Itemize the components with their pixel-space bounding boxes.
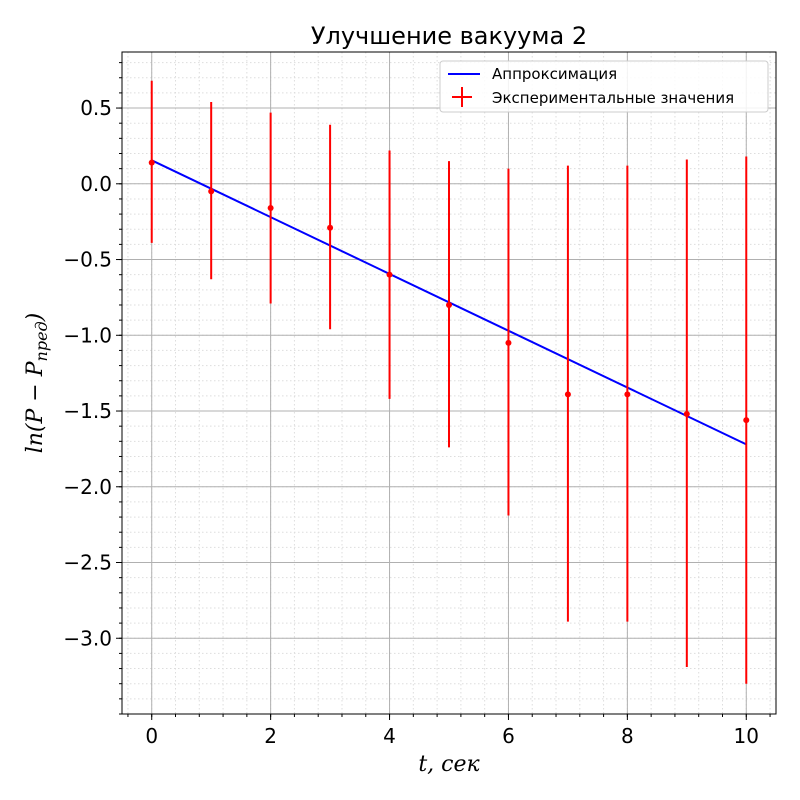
legend-box — [439, 60, 769, 113]
y-tick-label: −3.0 — [63, 626, 112, 650]
axis-ticks: 0 2 4 6 8 10 0.5 0.0 −0.5 −1.0 −1.5 −2.0 −2.5 −3.0 — [63, 62, 771, 748]
y-tick-label: −0.5 — [63, 248, 112, 272]
data-point — [564, 391, 571, 398]
data-point — [683, 411, 690, 418]
y-tick-label: −2.0 — [63, 475, 112, 499]
x-tick-label: 10 — [734, 724, 759, 748]
y-tick-label: −1.5 — [63, 399, 112, 423]
x-axis-label: t, сек — [418, 752, 480, 777]
y-tick-label: −2.5 — [63, 551, 112, 575]
x-tick-label: 4 — [383, 724, 396, 748]
data-point — [743, 417, 750, 424]
data-point — [624, 391, 631, 398]
y-tick-label: 0.5 — [80, 96, 112, 120]
data-point — [208, 188, 215, 195]
y-axis-label-suffix: ) — [23, 313, 48, 323]
data-point — [267, 205, 274, 212]
y-axis-label: ln(P − Pпред) — [23, 313, 51, 454]
data-point — [386, 271, 393, 278]
legend-label-experimental: Экспериментальные значения — [492, 89, 734, 107]
y-tick-label: 0.0 — [80, 172, 112, 196]
chart-title: Улучшение вакуума 2 — [311, 22, 587, 50]
data-point — [505, 339, 512, 346]
legend-label-fit: Аппроксимация — [492, 65, 617, 83]
x-tick-label: 2 — [264, 724, 277, 748]
y-axis-label-subscript: пред — [32, 321, 51, 361]
plot-frame — [121, 51, 777, 715]
y-tick-label: −1.0 — [63, 323, 112, 347]
x-tick-label: 8 — [621, 724, 634, 748]
data-point — [148, 159, 155, 166]
x-tick-label: 6 — [502, 724, 515, 748]
data-point — [327, 224, 334, 231]
data-point — [446, 301, 452, 308]
x-tick-label: 0 — [145, 724, 158, 748]
series-layer — [148, 80, 750, 684]
y-axis-label-main: ln(P − P — [23, 360, 48, 453]
legend: Аппроксимация Экспериментальные значения — [439, 60, 769, 113]
